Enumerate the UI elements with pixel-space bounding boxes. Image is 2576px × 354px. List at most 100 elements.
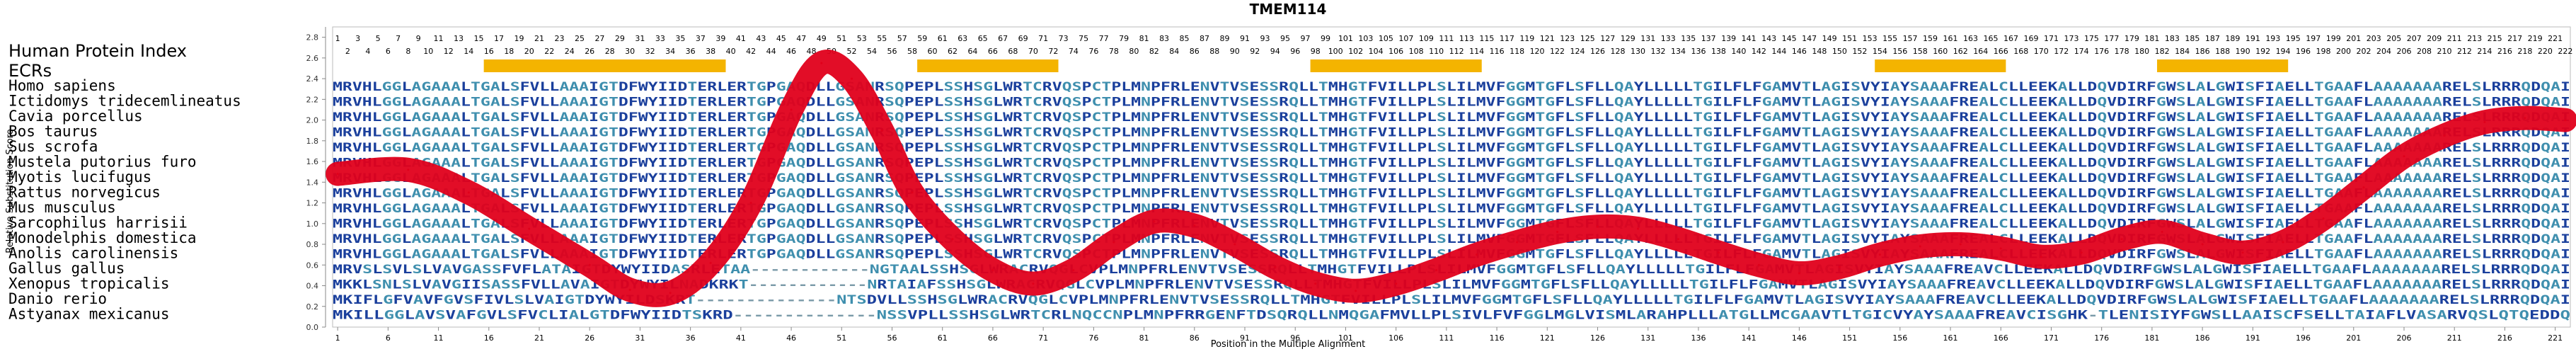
sequence-segment: ELL xyxy=(2283,278,2313,292)
bottom-tick-label: 161 xyxy=(1943,333,1958,343)
top-tick-label: 168 xyxy=(2013,47,2028,56)
top-tick-label: 134 xyxy=(1671,47,1686,56)
sequence-segment: N xyxy=(1141,141,1151,155)
sequence-segment: L xyxy=(2202,263,2212,277)
top-tick-label: 59 xyxy=(917,34,927,43)
sequence-segment: S xyxy=(1239,187,1249,201)
sequence-segment: GA xyxy=(1762,80,1782,94)
sequence-segment: G xyxy=(383,293,393,307)
sequence-segment: E xyxy=(1249,171,1259,185)
sequence-segment: C xyxy=(1999,156,2008,171)
sequence-segment: A xyxy=(1890,110,1900,125)
sequence-segment: ATA xyxy=(541,263,571,277)
sequence-segment: S xyxy=(2245,110,2255,125)
sequence-segment: W xyxy=(2166,110,2177,125)
sequence-segment: PLM xyxy=(1111,126,1141,140)
sequence-segment: A xyxy=(2006,309,2016,323)
sequence-segment: ILFLF xyxy=(1713,96,1762,110)
sequence-segment: T xyxy=(1220,96,1230,110)
sequence-segment: GG xyxy=(1506,96,1526,110)
sequence-segment: SS xyxy=(1259,96,1279,110)
sequence-segment: S xyxy=(1851,80,1861,94)
sequence-segment: G xyxy=(2212,263,2222,277)
sequence-segment: LLD xyxy=(2068,187,2098,201)
sequence-segment: DFWYIID xyxy=(619,110,687,125)
sequence-segment: L xyxy=(2206,80,2216,94)
sequence-segment: L xyxy=(2206,110,2216,125)
top-tick-label: 176 xyxy=(2094,47,2109,56)
sequence-segment: VPLM xyxy=(1095,278,1134,292)
sequence-segment: TAA xyxy=(720,263,750,277)
sequence-segment: V xyxy=(1230,156,1240,171)
sequence-segment: T xyxy=(1318,202,1328,216)
sequence-segment: ERLER xyxy=(697,187,747,201)
sequence-segment: S xyxy=(1239,96,1249,110)
sequence-segment: SS xyxy=(1259,171,1279,185)
sequence-segment: MV xyxy=(1764,293,1783,307)
sequence-segment: NTS xyxy=(836,293,867,307)
sequence-segment: S xyxy=(1570,278,1580,292)
sequence-segment: L xyxy=(2197,293,2207,307)
sequence-segment: GT xyxy=(565,293,585,307)
sequence-segment: P xyxy=(1082,202,1092,216)
sequence-segment: Q xyxy=(1289,232,1299,246)
sequence-segment: YLLLLL xyxy=(1613,293,1673,307)
sequence-row: MRVHL GG L AGAAA L TGA L S FVLL AAA I GT DFWYIID T ERL… xyxy=(333,141,2570,155)
sequence-segment: T xyxy=(1318,187,1328,201)
sequence-segment: WI xyxy=(2225,217,2245,232)
top-tick-label: 170 xyxy=(2034,47,2049,56)
sequence-segment: HK xyxy=(2067,309,2088,323)
sequence-segment: TG xyxy=(1535,187,1555,201)
y-tick-label: 0.4 xyxy=(306,282,319,291)
sequence-segment: GSAN xyxy=(835,248,875,262)
sequence-segment: S xyxy=(510,171,520,185)
sequence-segment: FI xyxy=(2255,110,2275,125)
score-point xyxy=(467,191,470,194)
sequence-segment: YLLLLL xyxy=(1634,187,1694,201)
sequence-segment: LLD xyxy=(2068,80,2098,94)
top-tick-label: 41 xyxy=(736,34,746,43)
score-point xyxy=(1274,266,1277,268)
sequence-segment: GA xyxy=(1744,293,1764,307)
sequence-segment: QA xyxy=(1606,263,1626,277)
sequence-segment: LILMVF xyxy=(1447,126,1506,140)
sequence-segment: TGAA xyxy=(2314,248,2354,262)
sequence-segment: SAAA xyxy=(1910,80,1950,94)
sequence-segment: PFRLE xyxy=(1151,171,1200,185)
sequence-segment: N xyxy=(1200,110,1210,125)
y-tick-label: 0.2 xyxy=(306,302,319,312)
sequence-segment: L xyxy=(392,278,402,292)
sequence-segment: W xyxy=(2157,293,2168,307)
sequence-segment: LWR xyxy=(993,171,1023,185)
sequence-segment: S xyxy=(2243,278,2253,292)
sequence-segment: SS xyxy=(936,278,956,292)
sequence-segment: AG xyxy=(1821,80,1841,94)
sequence-segment: AAA xyxy=(559,171,589,185)
sequence-segment: R xyxy=(1279,110,1289,125)
sequence-segment: QA xyxy=(1614,126,1634,140)
sequence-segment: LILMVF xyxy=(1447,96,1506,110)
sequence-segment: QGA xyxy=(1349,309,1380,323)
sequence-segment: REL xyxy=(2442,232,2472,246)
sequence-segment: S xyxy=(2176,248,2186,262)
sequence-segment: DLL xyxy=(806,171,836,185)
score-point xyxy=(1959,243,1962,246)
sequence-segment: Q xyxy=(1289,171,1299,185)
sequence-segment: P xyxy=(766,217,776,232)
sequence-segment: L xyxy=(500,248,510,262)
top-tick-label: 72 xyxy=(1048,47,1058,56)
sequence-segment: I xyxy=(2365,309,2376,323)
sequence-segment: FRE xyxy=(1949,110,1979,125)
sequence-segment: A xyxy=(2273,278,2283,292)
sequence-segment: R xyxy=(1279,96,1289,110)
sequence-segment: AAAAAAA xyxy=(2371,263,2441,277)
sequence-segment: I xyxy=(1841,80,1851,94)
score-point xyxy=(1798,272,1800,275)
sequence-segment: L xyxy=(461,141,471,155)
sequence-segment: S xyxy=(2245,202,2255,216)
sequence-segment: T xyxy=(687,232,697,246)
sequence-segment: AAAAAAA xyxy=(2373,110,2442,125)
sequence-segment: GT xyxy=(1348,141,1368,155)
top-tick-label: 141 xyxy=(1742,34,1756,43)
